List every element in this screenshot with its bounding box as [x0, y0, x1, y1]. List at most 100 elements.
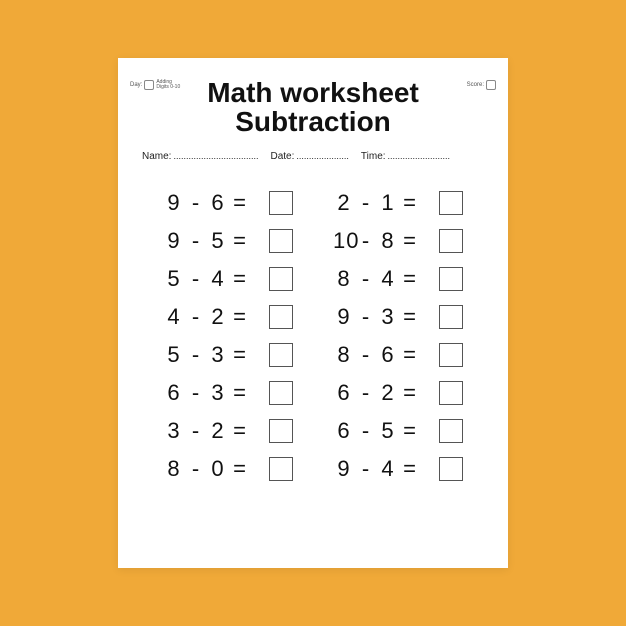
operand-a: 6 [163, 380, 185, 406]
problems-column-right: 2-1=10-8=8-4=9-3=8-6=6-2=6-5=9-4= [333, 190, 463, 482]
problems-column-left: 9-6=9-5=5-4=4-2=5-3=6-3=3-2=8-0= [163, 190, 293, 482]
answer-box[interactable] [439, 381, 463, 405]
answer-box[interactable] [439, 191, 463, 215]
operand-a: 9 [333, 304, 355, 330]
day-note: Adding Digits 0-10 [156, 80, 180, 90]
top-corner-row: Day: Adding Digits 0-10 Score: [130, 80, 496, 90]
time-field: Time: ......................... [361, 151, 450, 162]
date-field: Date: ..................... [270, 151, 348, 162]
day-label: Day: [130, 82, 142, 88]
problem-expression: 9-4= [333, 456, 425, 482]
name-line[interactable]: .................................. [173, 151, 258, 161]
operator: - [189, 380, 203, 406]
operand-a: 2 [333, 190, 355, 216]
answer-box[interactable] [269, 305, 293, 329]
problem-expression: 5-3= [163, 342, 255, 368]
operand-b: 1 [377, 190, 399, 216]
operand-b: 6 [377, 342, 399, 368]
operand-a: 10 [333, 228, 355, 254]
equals-sign: = [403, 418, 417, 444]
answer-box[interactable] [439, 229, 463, 253]
problem-expression: 4-2= [163, 304, 255, 330]
answer-box[interactable] [269, 229, 293, 253]
equals-sign: = [233, 456, 247, 482]
time-line[interactable]: ......................... [388, 151, 451, 161]
operand-a: 5 [163, 266, 185, 292]
equals-sign: = [233, 418, 247, 444]
equals-sign: = [233, 266, 247, 292]
equals-sign: = [233, 380, 247, 406]
equals-sign: = [403, 190, 417, 216]
answer-box[interactable] [269, 343, 293, 367]
operator: - [189, 228, 203, 254]
operand-b: 2 [207, 418, 229, 444]
problem-expression: 2-1= [333, 190, 425, 216]
operand-b: 0 [207, 456, 229, 482]
equals-sign: = [403, 304, 417, 330]
answer-box[interactable] [439, 343, 463, 367]
operator: - [189, 456, 203, 482]
problem-row: 6-5= [333, 418, 463, 444]
equals-sign: = [403, 266, 417, 292]
equals-sign: = [233, 190, 247, 216]
problem-expression: 8-4= [333, 266, 425, 292]
equals-sign: = [233, 228, 247, 254]
operator: - [359, 342, 373, 368]
operand-b: 2 [207, 304, 229, 330]
equals-sign: = [403, 228, 417, 254]
operand-a: 9 [163, 190, 185, 216]
operator: - [359, 228, 373, 254]
equals-sign: = [403, 342, 417, 368]
problem-expression: 10-8= [333, 228, 425, 254]
operand-a: 9 [163, 228, 185, 254]
operand-b: 5 [377, 418, 399, 444]
operator: - [189, 266, 203, 292]
score-box[interactable] [486, 80, 496, 90]
answer-box[interactable] [439, 457, 463, 481]
operand-a: 9 [333, 456, 355, 482]
operand-a: 6 [333, 380, 355, 406]
operand-a: 3 [163, 418, 185, 444]
problem-expression: 9-3= [333, 304, 425, 330]
day-corner: Day: Adding Digits 0-10 [130, 80, 180, 90]
equals-sign: = [233, 342, 247, 368]
answer-box[interactable] [269, 457, 293, 481]
problem-expression: 9-6= [163, 190, 255, 216]
day-box[interactable] [144, 80, 154, 90]
answer-box[interactable] [269, 419, 293, 443]
problem-expression: 6-5= [333, 418, 425, 444]
answer-box[interactable] [269, 191, 293, 215]
answer-box[interactable] [439, 305, 463, 329]
operand-b: 4 [377, 266, 399, 292]
problem-row: 8-4= [333, 266, 463, 292]
operand-b: 4 [207, 266, 229, 292]
problems-grid: 9-6=9-5=5-4=4-2=5-3=6-3=3-2=8-0= 2-1=10-… [142, 190, 484, 482]
problem-row: 9-3= [333, 304, 463, 330]
equals-sign: = [233, 304, 247, 330]
answer-box[interactable] [269, 381, 293, 405]
problem-row: 4-2= [163, 304, 293, 330]
answer-box[interactable] [269, 267, 293, 291]
worksheet-subtitle: Subtraction [142, 107, 484, 136]
score-corner: Score: [467, 80, 496, 90]
score-label: Score: [467, 82, 484, 88]
info-row: Name: ..................................… [142, 151, 484, 162]
problem-expression: 5-4= [163, 266, 255, 292]
equals-sign: = [403, 380, 417, 406]
operator: - [359, 380, 373, 406]
problem-expression: 8-6= [333, 342, 425, 368]
date-line[interactable]: ..................... [296, 151, 349, 161]
operand-b: 3 [207, 380, 229, 406]
operator: - [359, 190, 373, 216]
operand-b: 2 [377, 380, 399, 406]
operand-a: 4 [163, 304, 185, 330]
problem-row: 8-6= [333, 342, 463, 368]
answer-box[interactable] [439, 267, 463, 291]
operator: - [189, 342, 203, 368]
problem-row: 8-0= [163, 456, 293, 482]
answer-box[interactable] [439, 419, 463, 443]
operand-b: 5 [207, 228, 229, 254]
operator: - [189, 418, 203, 444]
name-field: Name: .................................. [142, 151, 258, 162]
operand-b: 3 [377, 304, 399, 330]
